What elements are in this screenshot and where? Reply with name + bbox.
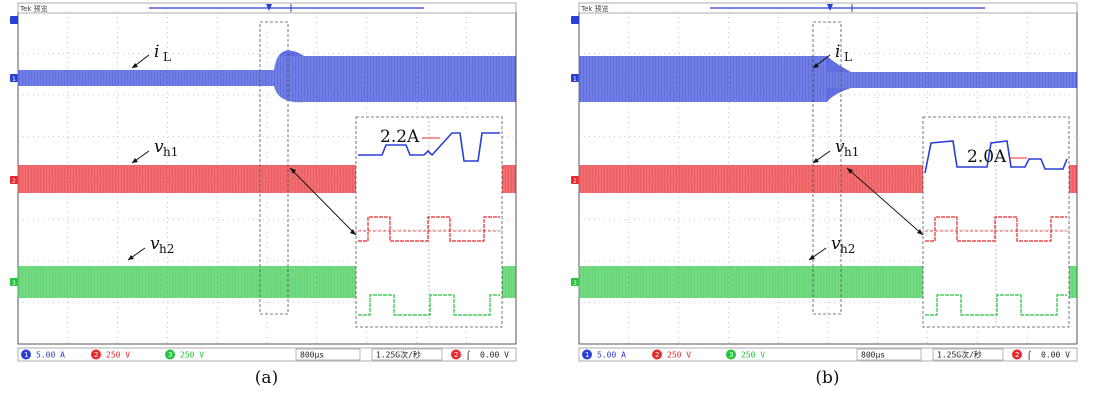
trace-label-subscript: L — [844, 50, 852, 64]
timebase: 800μs — [300, 351, 324, 360]
trace-label-subscript: h2 — [159, 242, 174, 256]
trigger-position-marker — [827, 4, 833, 11]
label-arrowhead — [132, 158, 138, 163]
sample-rate: 1.25G次/秒 — [376, 350, 421, 360]
label-arrowhead — [132, 63, 138, 68]
ch1-badge — [21, 349, 31, 360]
iL-trace-before-step — [18, 70, 274, 86]
ch3-badge-label: 3 — [729, 351, 733, 359]
trace-label-subscript: h2 — [840, 242, 855, 256]
header-text: Tek 预览 — [19, 4, 48, 13]
zoom-connector-head-end — [917, 229, 923, 235]
inset-vh2-waveform — [925, 294, 1067, 316]
trigger-ch-label: 2 — [1015, 351, 1019, 359]
zoom-connector — [846, 167, 924, 236]
ch3-scale: 250 V — [741, 351, 765, 360]
ch2-badge — [91, 349, 101, 360]
ch3-badge — [726, 349, 736, 360]
iL-trace-after-step — [827, 56, 1077, 102]
ch2-scale: 250 V — [106, 351, 130, 360]
trace-label-subscript: h1 — [163, 145, 178, 159]
iL-trace-after-step — [274, 50, 516, 103]
trace-label: v — [835, 137, 845, 157]
ripple-annotation: 2.0A — [967, 147, 1007, 167]
inset-vh2-waveform — [358, 294, 500, 316]
inset-vh1-waveform — [358, 216, 500, 242]
ch2-badge-label: 2 — [94, 351, 98, 359]
zoom-connector-head-end — [350, 229, 356, 235]
channel-marker-label-2: 2 — [573, 178, 577, 185]
channel-marker-1 — [10, 74, 18, 82]
trigger-level: 0.00 V — [480, 351, 509, 360]
trace-label: i — [154, 42, 159, 62]
channel-marker-label-3: 3 — [12, 280, 16, 287]
trace-label-subscript: L — [163, 50, 171, 64]
channel-marker-3 — [10, 278, 18, 286]
trace-label: v — [150, 234, 160, 254]
zoom-connector — [289, 167, 357, 236]
channel-marker-2 — [571, 176, 579, 184]
inset-iL-waveform — [358, 132, 500, 162]
ch2-scale: 250 V — [667, 351, 691, 360]
header-text: Tek 预览 — [580, 4, 609, 13]
ch1-badge-label: 1 — [24, 351, 28, 359]
timebase-box — [856, 348, 922, 361]
channel-marker-3 — [571, 278, 579, 286]
top-trigger-marker — [571, 16, 579, 24]
trace-label: v — [831, 234, 841, 254]
zoom-connector-head-start — [290, 168, 296, 174]
ch2-badge — [652, 349, 662, 360]
trace-label: v — [154, 137, 164, 157]
trace-label-subscript: h1 — [844, 145, 859, 159]
trigger-ch-badge — [1012, 349, 1022, 360]
ch1-scale: 5.00 A — [36, 351, 65, 360]
trigger-ch-badge — [451, 349, 461, 360]
ch1-badge — [582, 349, 592, 360]
caption-a: (a) — [254, 368, 279, 388]
timebase-box — [295, 348, 361, 361]
channel-marker-label-1: 1 — [12, 76, 16, 83]
trigger-ch-label: 2 — [454, 351, 458, 359]
label-arrowhead — [128, 255, 134, 260]
ch3-scale: 250 V — [180, 351, 204, 360]
channel-marker-1 — [571, 74, 579, 82]
samplerate-box — [371, 348, 443, 361]
trigger-position-marker — [266, 4, 272, 11]
iL-trace-before-step — [579, 56, 827, 102]
ch3-badge-label: 3 — [168, 351, 172, 359]
sample-rate: 1.25G次/秒 — [937, 350, 982, 360]
trigger-slope-icon: ⌠ — [466, 350, 471, 360]
caption-b: (b) — [815, 368, 840, 388]
ch1-scale: 5.00 A — [597, 351, 626, 360]
inset-iL-waveform — [924, 140, 1068, 174]
trace-label: i — [835, 42, 840, 62]
label-arrowhead — [809, 255, 815, 260]
trigger-level: 0.00 V — [1041, 351, 1070, 360]
top-trigger-marker — [10, 16, 18, 24]
samplerate-box — [932, 348, 1004, 361]
trigger-slope-icon: ⌠ — [1027, 350, 1032, 360]
timebase: 800μs — [861, 351, 885, 360]
label-arrowhead — [813, 158, 819, 163]
ripple-annotation: 2.2A — [380, 127, 420, 147]
label-arrowhead — [813, 63, 819, 68]
channel-marker-label-3: 3 — [573, 280, 577, 287]
ch3-badge — [165, 349, 175, 360]
inset-vh1-waveform — [925, 216, 1067, 242]
channel-marker-label-2: 2 — [12, 178, 16, 185]
ch2-badge-label: 2 — [655, 351, 659, 359]
zoom-connector-head-start — [847, 168, 853, 174]
channel-marker-label-1: 1 — [573, 76, 577, 83]
channel-marker-2 — [10, 176, 18, 184]
ch1-badge-label: 1 — [585, 351, 589, 359]
